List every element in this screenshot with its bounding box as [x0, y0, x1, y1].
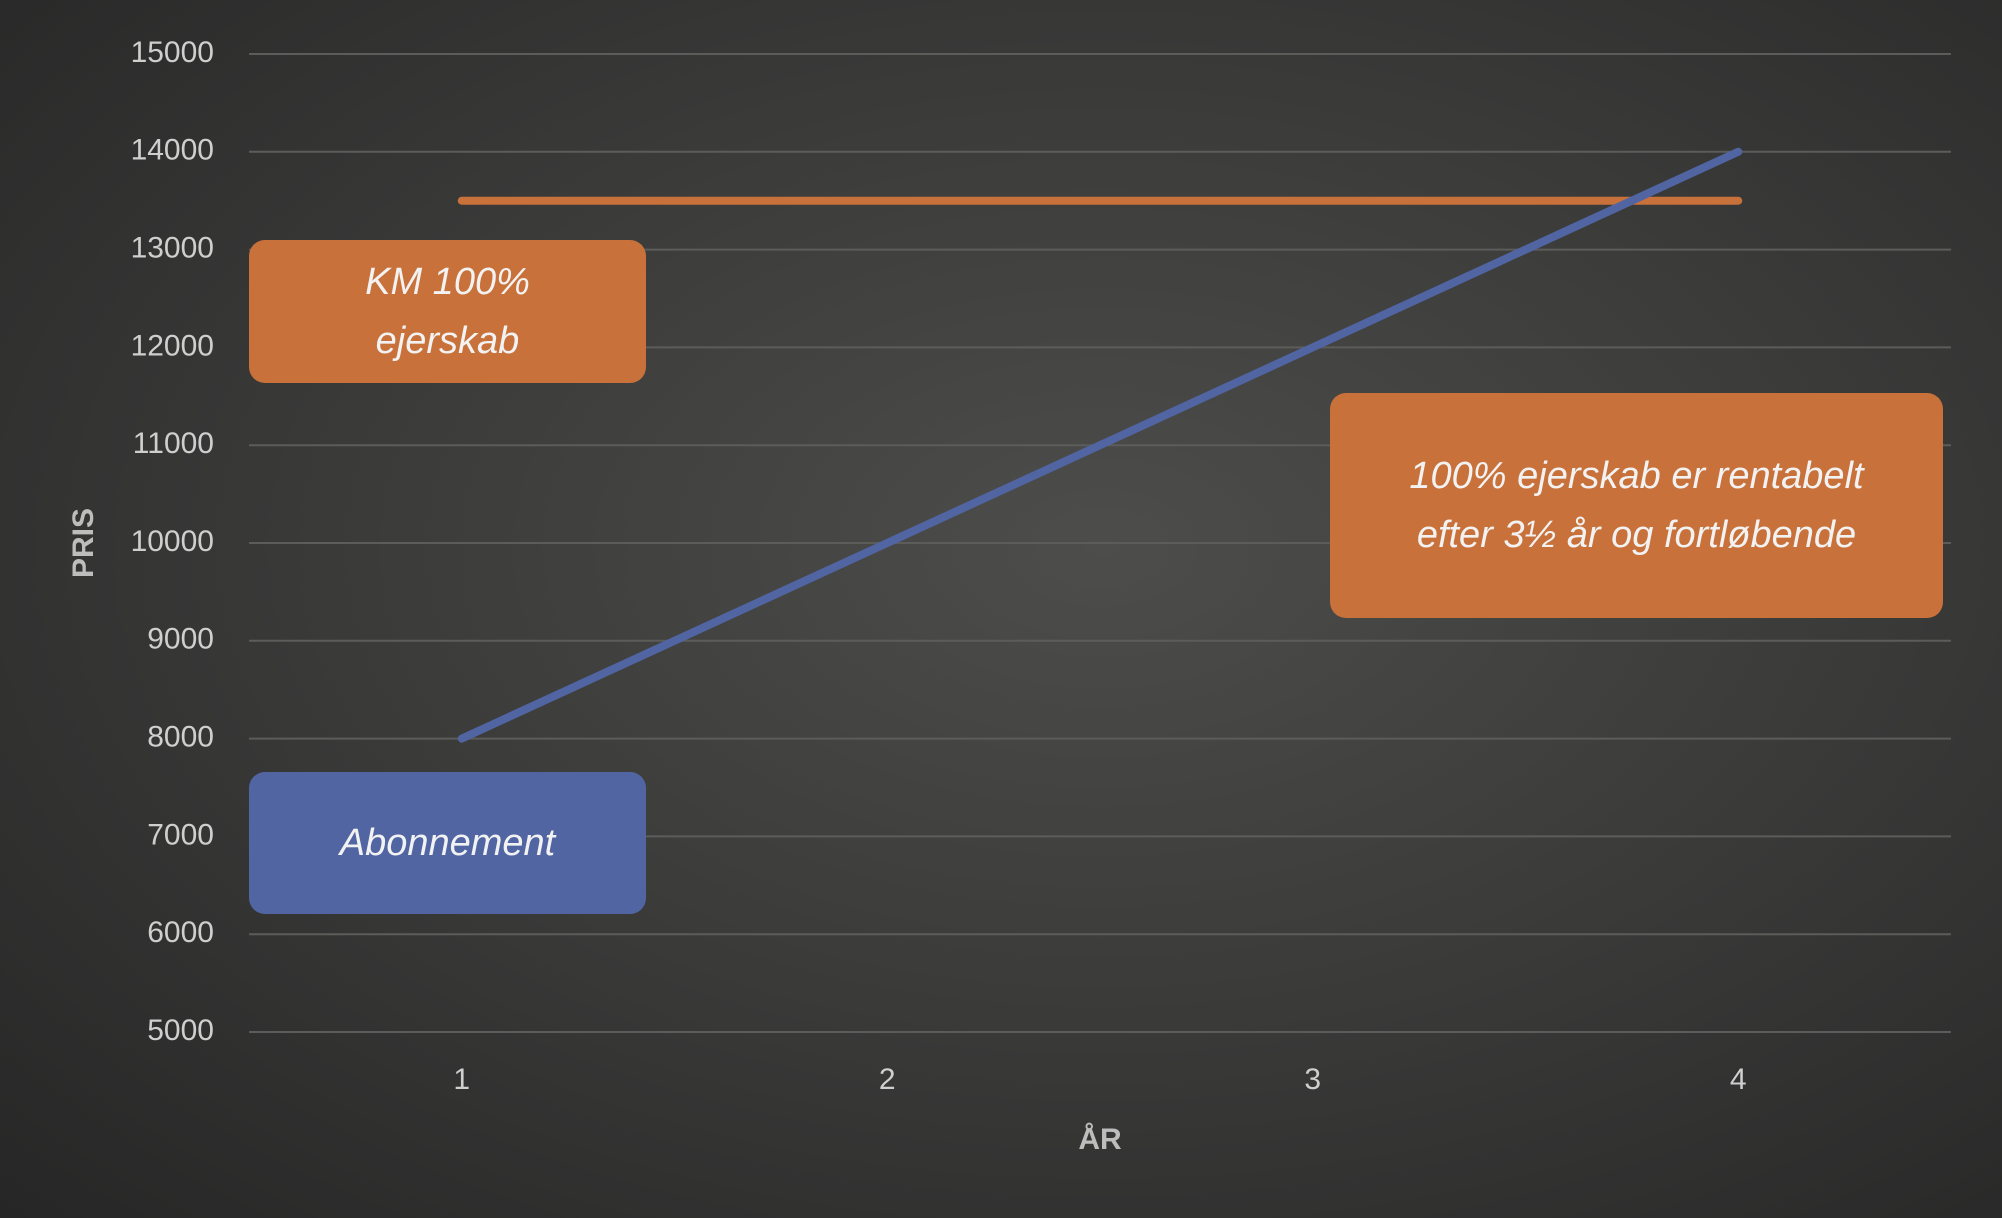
y-tick-label: 9000: [147, 623, 214, 656]
y-tick-label: 5000: [147, 1014, 214, 1047]
y-axis-title: PRIS: [67, 508, 100, 578]
y-tick-label: 10000: [131, 525, 214, 558]
x-tick-label: 4: [1730, 1063, 1747, 1096]
y-tick-label: 7000: [147, 818, 214, 851]
y-tick-label: 8000: [147, 721, 214, 754]
legend-box: Abonnement: [249, 772, 646, 914]
y-tick-label: 6000: [147, 916, 214, 949]
x-axis-title: ÅR: [1078, 1123, 1122, 1156]
legend-box: KM 100% ejerskab: [249, 240, 646, 383]
x-tick-label: 3: [1304, 1063, 1321, 1096]
y-tick-label: 12000: [131, 329, 214, 362]
x-tick-label: 1: [453, 1063, 470, 1096]
annotation-box: 100% ejerskab er rentabelt efter 3½ år o…: [1330, 393, 1943, 618]
y-tick-label: 14000: [131, 134, 214, 167]
y-tick-label: 15000: [131, 36, 214, 69]
series-line: [457, 147, 1743, 743]
x-tick-label: 2: [879, 1063, 896, 1096]
y-tick-label: 13000: [131, 232, 214, 265]
y-tick-label: 11000: [133, 427, 214, 460]
